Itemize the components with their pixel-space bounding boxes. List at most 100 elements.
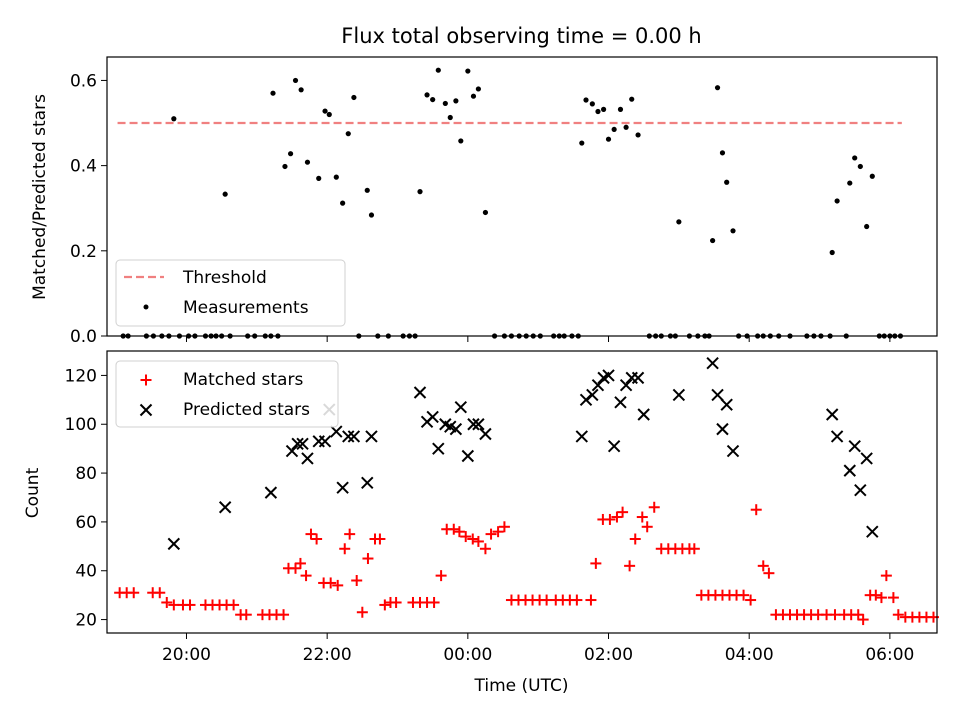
measurement-point bbox=[453, 98, 459, 104]
measurement-point bbox=[857, 163, 863, 170]
predicted-star-point bbox=[614, 396, 627, 409]
ratio-y-axis-label: Matched/Predicted stars bbox=[30, 94, 50, 300]
matched-star-point bbox=[428, 596, 440, 608]
matched-star-point bbox=[453, 526, 465, 538]
predicted-star-point bbox=[296, 437, 309, 450]
matched-star-point bbox=[240, 609, 252, 621]
measurement-point bbox=[864, 223, 870, 230]
matched-star-point bbox=[228, 599, 240, 611]
predicted-star-point bbox=[586, 388, 599, 402]
count-legend-box bbox=[115, 360, 339, 428]
predicted-star-point bbox=[706, 357, 719, 370]
matched-star-point bbox=[356, 606, 368, 618]
predicted-star-point bbox=[720, 398, 733, 411]
measurement-point bbox=[475, 86, 481, 92]
predicted-star-point bbox=[461, 449, 475, 463]
matched-star-point bbox=[870, 589, 882, 601]
measurement-point bbox=[852, 155, 858, 161]
measurement-point bbox=[345, 131, 351, 137]
measurement-point bbox=[465, 68, 471, 74]
matched-star-point bbox=[892, 609, 904, 621]
y-tick-label: 20 bbox=[75, 611, 97, 631]
measurement-point bbox=[424, 92, 430, 98]
matched-star-point bbox=[604, 513, 616, 525]
legend-matched-swatch bbox=[140, 374, 152, 386]
matched-star-point bbox=[448, 523, 460, 535]
predicted-star-point bbox=[347, 430, 361, 443]
matched-star-point bbox=[648, 501, 660, 513]
measurement-point bbox=[282, 163, 288, 170]
matched-star-point bbox=[688, 543, 700, 555]
measurement-point bbox=[333, 174, 339, 180]
matched-star-point bbox=[379, 599, 391, 611]
legend-matched-marker bbox=[140, 374, 152, 386]
matched-star-point bbox=[184, 599, 196, 611]
measurement-point bbox=[171, 116, 177, 122]
y-tick-label: 120 bbox=[65, 366, 97, 386]
ratio-measurements-layer bbox=[120, 67, 904, 339]
matched-star-point bbox=[278, 609, 290, 621]
measurement-point bbox=[326, 111, 332, 118]
chart-title: Flux total observing time = 0.00 h bbox=[341, 24, 701, 48]
predicted-star-point bbox=[361, 476, 374, 490]
predicted-star-point bbox=[291, 437, 304, 450]
matched-star-point bbox=[629, 533, 641, 545]
count-y-ticks: 20 40 60 80 100 120 bbox=[65, 366, 107, 631]
measurement-point bbox=[470, 93, 477, 99]
ratio-legend-box bbox=[115, 259, 346, 327]
predicted-star-point bbox=[860, 452, 873, 465]
count-markers-layer bbox=[114, 357, 939, 626]
measurement-point bbox=[583, 97, 589, 103]
predicted-star-point bbox=[579, 393, 593, 407]
matched-star-point bbox=[467, 533, 479, 545]
x-axis-label: Time (UTC) bbox=[474, 676, 569, 696]
y-tick-label: 0.0 bbox=[70, 327, 97, 347]
ratio-legend: Threshold Measurements bbox=[115, 259, 346, 327]
measurement-point bbox=[430, 96, 436, 103]
measurement-point bbox=[322, 108, 328, 114]
matched-star-point bbox=[294, 557, 306, 569]
measurement-point bbox=[579, 140, 585, 146]
legend-matched-label: Matched stars bbox=[183, 370, 303, 390]
matched-star-point bbox=[374, 533, 386, 545]
legend-threshold-label: Threshold bbox=[182, 268, 267, 288]
y-tick-label: 0.2 bbox=[70, 242, 97, 262]
x-tick-label: 06:00 bbox=[865, 645, 914, 665]
matched-star-point bbox=[887, 592, 899, 604]
matched-star-point bbox=[161, 596, 173, 608]
matched-star-point bbox=[757, 560, 769, 572]
measurement-point bbox=[482, 209, 489, 216]
predicted-star-point bbox=[637, 408, 650, 421]
matched-star-point bbox=[339, 543, 351, 555]
ratio-panel: 0.0 0.2 0.4 0.6 Matched/Predicted stars Thr… bbox=[30, 56, 938, 347]
predicted-star-point bbox=[449, 422, 463, 436]
predicted-star-point bbox=[413, 386, 427, 399]
matched-star-point bbox=[636, 511, 648, 523]
predicted-star-point bbox=[472, 418, 485, 431]
matched-star-point bbox=[880, 570, 892, 582]
measurement-point bbox=[589, 101, 595, 107]
predicted-star-point bbox=[336, 481, 349, 494]
matched-star-point bbox=[857, 614, 869, 626]
count-panel: 20 40 60 80 100 120 20:00 22:00 00:00 02:00 04:00… bbox=[23, 350, 939, 696]
measurement-point bbox=[611, 126, 617, 133]
measurement-point bbox=[458, 138, 464, 144]
y-tick-label: 80 bbox=[75, 464, 97, 484]
measurement-point bbox=[847, 180, 853, 186]
matched-star-point bbox=[311, 533, 323, 545]
measurement-point bbox=[292, 77, 299, 84]
matched-star-point bbox=[128, 587, 140, 599]
predicted-star-point bbox=[830, 430, 844, 443]
matched-star-point bbox=[641, 521, 653, 533]
measurement-point bbox=[623, 124, 629, 130]
predicted-star-point bbox=[426, 410, 439, 424]
predicted-star-point bbox=[843, 464, 856, 477]
matched-star-point bbox=[344, 528, 356, 540]
measurement-point bbox=[676, 219, 682, 225]
measurement-point bbox=[724, 179, 730, 185]
x-tick-label: 22:00 bbox=[303, 645, 352, 665]
matched-star-point bbox=[362, 553, 374, 565]
predicted-star-point bbox=[607, 440, 621, 453]
matched-star-point bbox=[485, 528, 497, 540]
